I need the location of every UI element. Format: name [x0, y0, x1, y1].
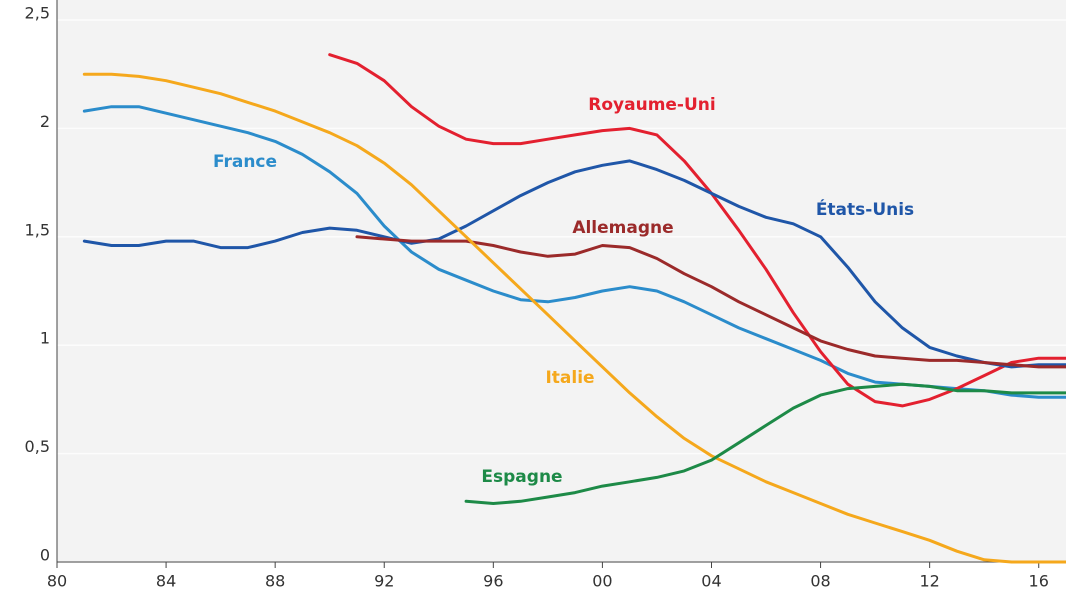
- x-tick-label: 08: [810, 572, 830, 591]
- series-label: Royaume-Uni: [588, 95, 715, 115]
- x-tick-label: 12: [919, 572, 939, 591]
- series-line: [328, 53, 1066, 408]
- series-label: Italie: [545, 368, 594, 388]
- series-label: France: [213, 152, 277, 172]
- x-tick-label: 80: [47, 572, 67, 591]
- series-line: [82, 159, 1066, 369]
- y-tick-label: 2: [40, 112, 50, 131]
- y-tick-label: 0: [40, 546, 50, 565]
- y-tick-label: 2,5: [25, 4, 50, 23]
- x-tick-label: 88: [265, 572, 285, 591]
- y-tick-label: 0,5: [25, 437, 50, 456]
- y-tick-label: 1,5: [25, 220, 50, 239]
- series-line: [355, 235, 1066, 369]
- x-tick-label: 00: [592, 572, 612, 591]
- series-label: Allemagne: [572, 218, 673, 238]
- series-label: Espagne: [481, 467, 562, 487]
- x-tick-label: 16: [1029, 572, 1049, 591]
- series-label: États-Unis: [816, 198, 914, 220]
- series-line: [82, 72, 1066, 564]
- x-tick-label: 92: [374, 572, 394, 591]
- series-line: [464, 382, 1066, 505]
- y-tick-label: 1: [40, 329, 50, 348]
- x-tick-label: 84: [156, 572, 176, 591]
- x-tick-label: 04: [701, 572, 721, 591]
- x-tick-label: 96: [483, 572, 503, 591]
